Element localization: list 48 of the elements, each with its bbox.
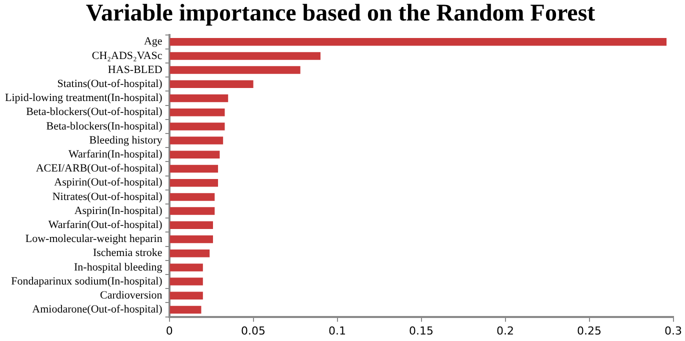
y-tick-label: CH₂ADS₂VASc [92, 50, 162, 62]
y-tick-label: Warfarin(Out-of-hospital) [48, 219, 163, 232]
bar [170, 164, 218, 173]
bar [170, 193, 215, 201]
y-tick-label: Age [144, 36, 162, 48]
y-tick-label: Beta-blockers(Out-of-hospital) [26, 106, 163, 118]
y-tick-label: Low-molecular-weight heparin [25, 233, 163, 246]
y-tick-label: Beta-blockers(In-hospital) [46, 120, 163, 132]
x-tick-label: 0.25 [577, 324, 602, 338]
y-tick-label: Aspirin(In-hospital) [74, 204, 163, 217]
x-tick-label: 0.3 [664, 324, 682, 338]
bar [170, 178, 218, 187]
bar [170, 136, 224, 144]
y-tick-label: Warfarin(In-hospital) [68, 148, 163, 161]
y-tick-label: Cardioversion [100, 290, 163, 302]
bar [170, 249, 210, 258]
y-tick-label: ACEI/ARB(Out-of-hospital) [36, 162, 163, 175]
x-tick-label: 0.15 [409, 324, 434, 338]
bar [170, 80, 254, 88]
bar [170, 306, 202, 314]
y-tick-label: Bleeding history [89, 134, 163, 146]
y-tick-label: Aspirin(Out-of-hospital) [54, 176, 163, 189]
y-tick-label: In-hospital bleeding [74, 261, 163, 274]
bar [170, 108, 225, 116]
x-tick-label: 0.1 [328, 324, 346, 338]
bar [170, 66, 300, 74]
bar [170, 94, 228, 102]
chart-title: Variable importance based on the Random Forest [86, 0, 596, 27]
y-tick-label: Statins(Out-of-hospital) [57, 78, 163, 90]
bar [170, 278, 203, 286]
y-tick-label: Ischemia stroke [92, 247, 162, 260]
x-tick-label: 0.05 [241, 324, 266, 338]
y-tick-label: Nitrates(Out-of-hospital) [52, 190, 163, 203]
y-tick-label: Lipid-lowing treatment(In-hospital) [4, 92, 163, 104]
x-tick-label: 0.2 [496, 324, 514, 338]
x-tick-label: 0 [166, 324, 173, 338]
y-tick-label: Amiodarone(Out-of-hospital) [32, 304, 163, 316]
bar [170, 122, 225, 130]
bar [170, 264, 203, 272]
bar [170, 150, 220, 159]
bar [170, 52, 320, 60]
bar [170, 235, 213, 244]
y-tick-label: Fondaparinux sodium(In-hospital) [11, 275, 163, 288]
y-tick-label: HAS-BLED [108, 64, 162, 76]
bar [170, 221, 213, 230]
bar [170, 207, 215, 215]
bar [170, 38, 667, 46]
bar [170, 292, 203, 300]
